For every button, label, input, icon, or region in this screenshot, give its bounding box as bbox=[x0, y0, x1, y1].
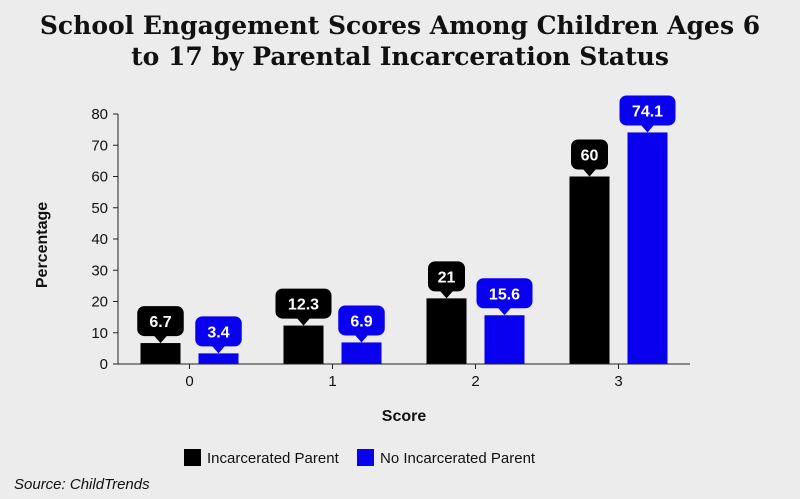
data-label-pointer bbox=[497, 307, 512, 316]
x-tick-label: 1 bbox=[328, 373, 336, 390]
data-label-pointer bbox=[296, 317, 311, 326]
legend: Incarcerated Parent No Incarcerated Paren… bbox=[184, 449, 536, 467]
data-label-pointer bbox=[354, 334, 369, 343]
bar bbox=[569, 176, 610, 364]
y-tick-label: 10 bbox=[91, 325, 108, 342]
bar bbox=[426, 298, 467, 364]
y-axis: 0 10 20 30 40 50 60 70 80 bbox=[91, 106, 119, 373]
y-tick-label: 20 bbox=[91, 294, 108, 311]
data-label-pointer bbox=[439, 290, 454, 299]
x-tick-label: 3 bbox=[614, 373, 622, 390]
bars bbox=[140, 132, 668, 364]
y-tick-label: 50 bbox=[91, 200, 108, 217]
bar bbox=[627, 132, 668, 364]
x-axis-title: Score bbox=[382, 408, 427, 425]
data-label: 3.4 bbox=[207, 324, 229, 341]
y-tick-label: 70 bbox=[91, 137, 108, 154]
y-tick-label: 80 bbox=[91, 106, 108, 123]
bar bbox=[140, 343, 181, 364]
source-note: Source: ChildTrends bbox=[14, 476, 150, 493]
data-label: 6.9 bbox=[350, 313, 372, 330]
data-label-box bbox=[571, 139, 608, 170]
y-tick-label: 40 bbox=[91, 231, 108, 248]
data-label: 15.6 bbox=[489, 286, 520, 303]
y-tick-label: 60 bbox=[91, 169, 108, 186]
y-tick-label: 0 bbox=[100, 356, 108, 373]
data-label: 12.3 bbox=[288, 297, 319, 314]
data-label-box bbox=[195, 316, 242, 347]
bar bbox=[484, 315, 525, 364]
data-label-box bbox=[137, 306, 184, 337]
data-label: 60 bbox=[581, 148, 599, 165]
bar bbox=[283, 325, 324, 364]
legend-label: Incarcerated Parent bbox=[207, 450, 340, 467]
data-label-box bbox=[619, 95, 676, 126]
data-label-box bbox=[338, 305, 385, 336]
x-tick-label: 0 bbox=[185, 373, 193, 390]
bar bbox=[341, 342, 382, 364]
legend-swatch bbox=[357, 449, 374, 466]
data-label: 74.1 bbox=[632, 103, 663, 120]
data-label: 6.7 bbox=[149, 314, 171, 331]
x-tick-label: 2 bbox=[471, 373, 479, 390]
data-label-pointer bbox=[153, 335, 168, 344]
legend-label: No Incarcerated Parent bbox=[380, 450, 536, 467]
data-label-box bbox=[476, 278, 533, 309]
data-label-pointer bbox=[211, 345, 226, 354]
y-tick-label: 30 bbox=[91, 262, 108, 279]
x-axis: 0 1 2 3 bbox=[118, 363, 690, 390]
data-labels: 6.7 3.4 12.3 6.9 21 15.6 60 74.1 bbox=[137, 95, 676, 354]
bar bbox=[198, 353, 239, 364]
data-label: 21 bbox=[438, 269, 456, 286]
data-label-box bbox=[428, 261, 465, 292]
data-label-box bbox=[275, 288, 332, 319]
y-axis-title: Percentage bbox=[34, 202, 51, 288]
data-label-pointer bbox=[640, 124, 655, 133]
legend-swatch bbox=[184, 449, 201, 466]
chart-title: School Engagement Scores Among Children … bbox=[39, 11, 761, 71]
data-label-pointer bbox=[582, 168, 597, 177]
